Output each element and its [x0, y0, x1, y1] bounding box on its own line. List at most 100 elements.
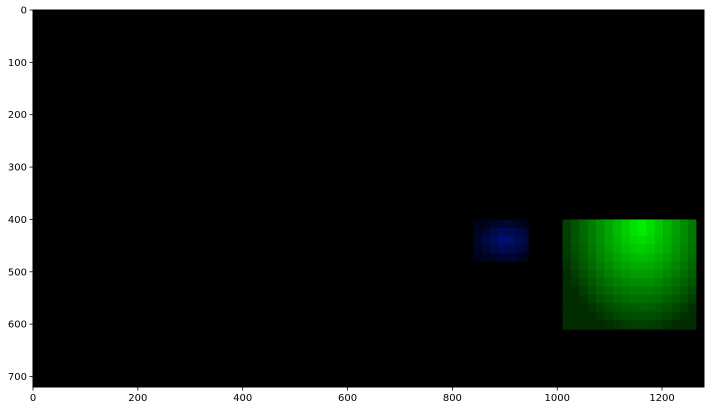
green-blob-cell — [679, 219, 689, 229]
green-blob-cell — [646, 328, 656, 330]
green-blob-cell — [587, 227, 597, 237]
blue-blob-cell — [473, 244, 483, 254]
blue-blob-cell — [490, 227, 499, 237]
green-blob-cell — [637, 244, 647, 254]
green-blob-cell — [688, 219, 697, 229]
green-blob-cell — [587, 294, 597, 304]
green-blob-cell — [688, 269, 697, 279]
green-blob-cell — [621, 311, 630, 321]
green-blob-cell — [621, 319, 630, 329]
blue-blob-cell — [498, 227, 508, 237]
plot-frame — [32, 9, 705, 388]
y-tick-label: 100 — [8, 58, 27, 69]
blue-blob-cell — [473, 227, 483, 237]
green-blob-cell — [646, 227, 656, 237]
green-blob-cell — [587, 269, 597, 279]
green-blob-cell — [596, 269, 605, 279]
green-blob-cell — [562, 261, 572, 271]
green-blob-cell — [612, 227, 622, 237]
green-blob-cell — [612, 236, 622, 245]
x-tick-label: 600 — [338, 393, 357, 404]
green-blob-cell — [612, 303, 622, 312]
green-blob-cell — [654, 303, 664, 312]
green-blob-cell — [570, 261, 580, 271]
green-blob-cell — [663, 219, 672, 229]
green-blob-cell — [587, 278, 597, 287]
blue-blob-cell — [473, 236, 483, 245]
green-blob-cell — [579, 269, 588, 279]
green-blob-cell — [596, 244, 605, 254]
green-blob-cell — [570, 328, 580, 330]
blue-blob-cell — [481, 227, 491, 237]
green-blob-cell — [679, 236, 689, 245]
green-blob-cell — [587, 236, 597, 245]
green-blob-cell — [579, 286, 588, 296]
blue-blob-cell — [515, 236, 524, 245]
green-blob-cell — [654, 319, 664, 329]
green-blob-cell — [671, 294, 681, 304]
green-blob-cell — [688, 227, 697, 237]
green-blob-cell — [604, 294, 614, 304]
y-tick-label: 0 — [21, 6, 27, 17]
green-blob-cell — [612, 311, 622, 321]
green-blob-cell — [629, 219, 639, 229]
green-blob-cell — [570, 278, 580, 287]
green-blob-cell — [570, 319, 580, 329]
green-blob-cell — [621, 294, 630, 304]
blue-blob-cell — [506, 244, 516, 254]
green-blob-cell — [629, 286, 639, 296]
green-blob-cell — [688, 252, 697, 262]
green-blob-cell — [663, 227, 672, 237]
y-tick-label: 600 — [8, 320, 27, 331]
green-blob-cell — [579, 328, 588, 330]
green-blob-cell — [671, 261, 681, 271]
green-blob-cell — [679, 227, 689, 237]
green-blob-cell — [654, 261, 664, 271]
blue-blob-cell — [523, 227, 529, 237]
plot-area — [33, 10, 704, 387]
green-blob-cell — [604, 244, 614, 254]
green-blob-cell — [663, 311, 672, 321]
green-blob-cell — [637, 252, 647, 262]
green-blob-cell — [579, 219, 588, 229]
green-blob-cell — [654, 236, 664, 245]
green-blob-cell — [663, 269, 672, 279]
blue-blob-cell — [523, 252, 529, 262]
green-blob-cell — [637, 303, 647, 312]
green-blob-cell — [654, 227, 664, 237]
green-blob-cell — [637, 319, 647, 329]
heatmap-cells — [473, 219, 697, 330]
green-blob-cell — [621, 236, 630, 245]
green-blob-cell — [562, 236, 572, 245]
green-blob-cell — [646, 261, 656, 271]
green-blob-cell — [646, 278, 656, 287]
green-blob-cell — [629, 236, 639, 245]
green-blob-cell — [604, 286, 614, 296]
blue-blob-cell — [498, 236, 508, 245]
green-blob-cell — [579, 311, 588, 321]
green-blob-cell — [679, 244, 689, 254]
green-blob-cell — [570, 244, 580, 254]
green-blob-cell — [562, 328, 572, 330]
blue-blob-cell — [523, 244, 529, 254]
green-blob-cell — [596, 303, 605, 312]
green-blob-cell — [621, 219, 630, 229]
green-blob-cell — [654, 269, 664, 279]
y-axis: 0 100 200 300 400 500 600 700 — [8, 6, 33, 383]
green-blob-cell — [579, 244, 588, 254]
green-blob-cell — [671, 244, 681, 254]
green-blob-cell — [562, 219, 572, 229]
blue-blob-cell — [481, 252, 491, 262]
green-blob-cell — [654, 311, 664, 321]
green-blob-cell — [663, 328, 672, 330]
blue-blob-cell — [506, 227, 516, 237]
green-blob-cell — [562, 252, 572, 262]
green-blob-cell — [629, 303, 639, 312]
green-blob-cell — [570, 286, 580, 296]
green-blob-cell — [663, 286, 672, 296]
green-blob-cell — [679, 319, 689, 329]
green-blob-cell — [646, 244, 656, 254]
green-blob-cell — [646, 269, 656, 279]
green-blob-cell — [579, 261, 588, 271]
green-blob-cell — [679, 303, 689, 312]
